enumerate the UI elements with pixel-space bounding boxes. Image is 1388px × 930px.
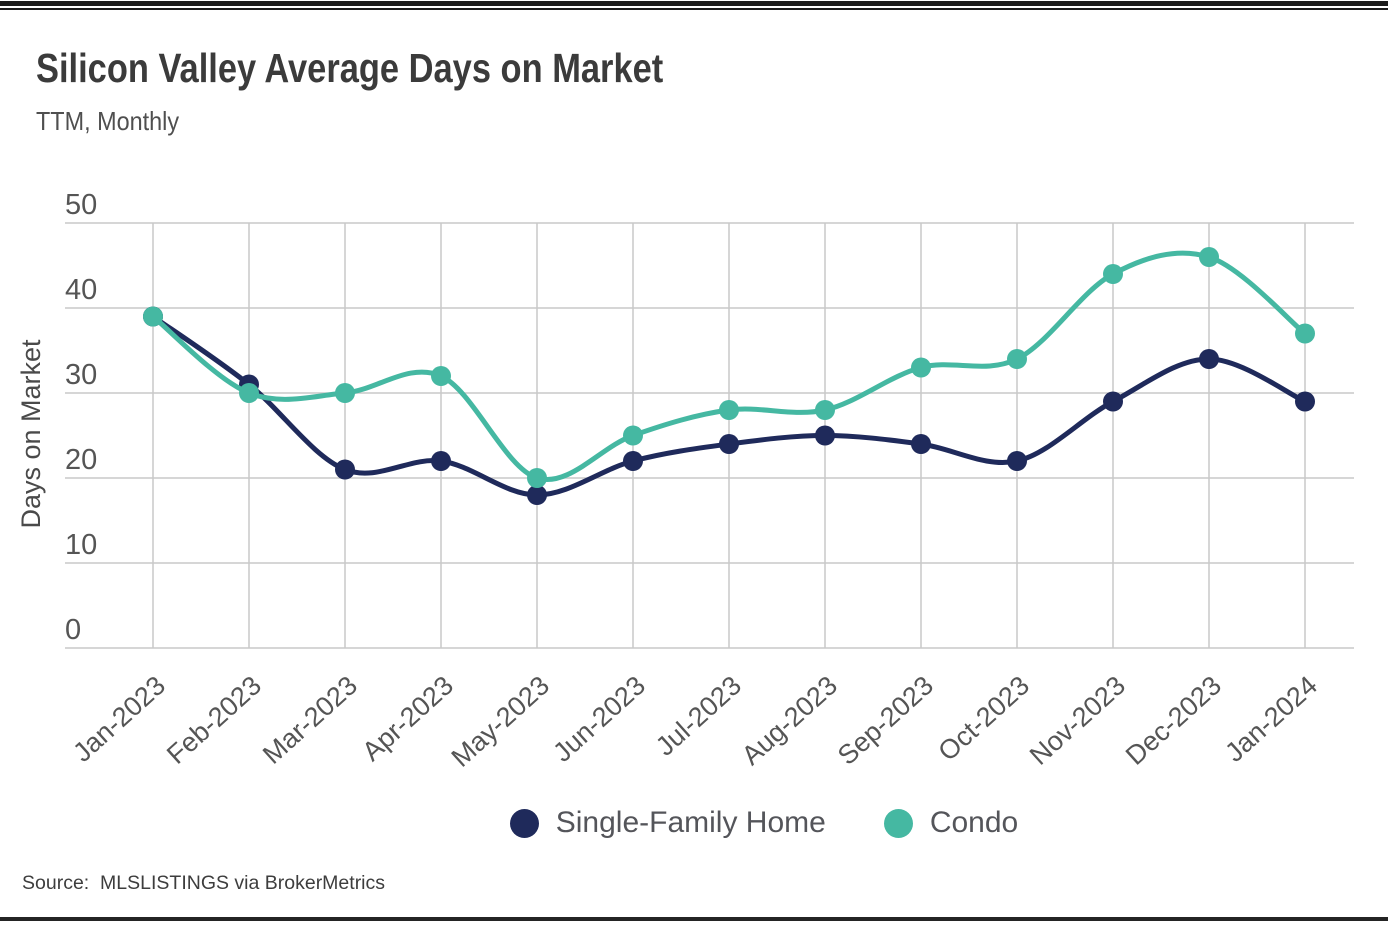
y-tick-label: 40: [65, 274, 97, 306]
data-point: [815, 425, 835, 446]
data-point: [815, 400, 835, 420]
data-point: [1103, 264, 1123, 284]
legend: Single-Family Home Condo: [70, 806, 1388, 840]
legend-swatch-condo-icon: [883, 808, 913, 838]
top-divider-thick: [0, 1, 1388, 6]
y-tick-label: 20: [65, 444, 97, 476]
y-tick-label: 10: [65, 529, 97, 561]
y-tick-label: 0: [65, 614, 81, 646]
legend-item-single-family-home: Single-Family Home: [509, 806, 826, 840]
data-point: [527, 485, 547, 505]
legend-item-condo: Condo: [883, 806, 1019, 840]
data-point: [143, 306, 163, 327]
data-point: [335, 459, 355, 480]
data-point: [1007, 451, 1027, 471]
chart-subtitle: TTM, Monthly: [36, 106, 180, 136]
x-tick-label: Jan-2024: [1219, 670, 1323, 768]
bottom-divider: [0, 917, 1388, 921]
data-point: [1103, 391, 1123, 412]
legend-swatch-single-family-home-icon: [509, 808, 539, 838]
data-point: [1199, 247, 1219, 267]
data-point: [527, 468, 547, 488]
data-point: [1295, 391, 1315, 412]
y-axis-title: Days on Market: [16, 339, 46, 529]
x-tick-label: Jul-2023: [650, 670, 747, 762]
chart-title: Silicon Valley Average Days on Market: [36, 45, 664, 91]
y-tick-label: 50: [65, 189, 97, 221]
source-note: Source: MLSLISTINGS via BrokerMetrics: [22, 872, 386, 894]
data-point: [623, 425, 643, 446]
data-point: [911, 434, 931, 454]
data-point: [911, 357, 931, 378]
data-point: [335, 383, 355, 403]
data-point: [719, 434, 739, 454]
x-tick-label: Mar-2023: [257, 670, 363, 770]
data-point: [239, 383, 259, 403]
data-point: [1199, 349, 1219, 369]
x-tick-label: Aug-2023: [736, 670, 843, 771]
data-point: [719, 400, 739, 420]
data-point: [431, 366, 451, 386]
legend-label-single-family-home: Single-Family Home: [555, 806, 826, 839]
legend-label-condo: Condo: [929, 806, 1019, 839]
x-tick-label: Feb-2023: [161, 670, 267, 770]
x-tick-label: Jun-2023: [547, 670, 651, 768]
data-point: [1295, 323, 1315, 344]
data-point: [431, 451, 451, 471]
data-point: [623, 451, 643, 471]
top-divider-thin: [0, 8, 1388, 10]
x-tick-label: Nov-2023: [1024, 670, 1131, 771]
x-tick-label: Oct-2023: [932, 670, 1035, 767]
data-point: [1007, 349, 1027, 369]
x-tick-label: Sep-2023: [832, 670, 939, 771]
x-tick-label: Jan-2023: [67, 670, 171, 768]
x-tick-label: Apr-2023: [356, 670, 459, 767]
x-tick-label: May-2023: [446, 670, 555, 773]
y-tick-label: 30: [65, 359, 97, 391]
x-tick-label: Dec-2023: [1120, 670, 1227, 771]
